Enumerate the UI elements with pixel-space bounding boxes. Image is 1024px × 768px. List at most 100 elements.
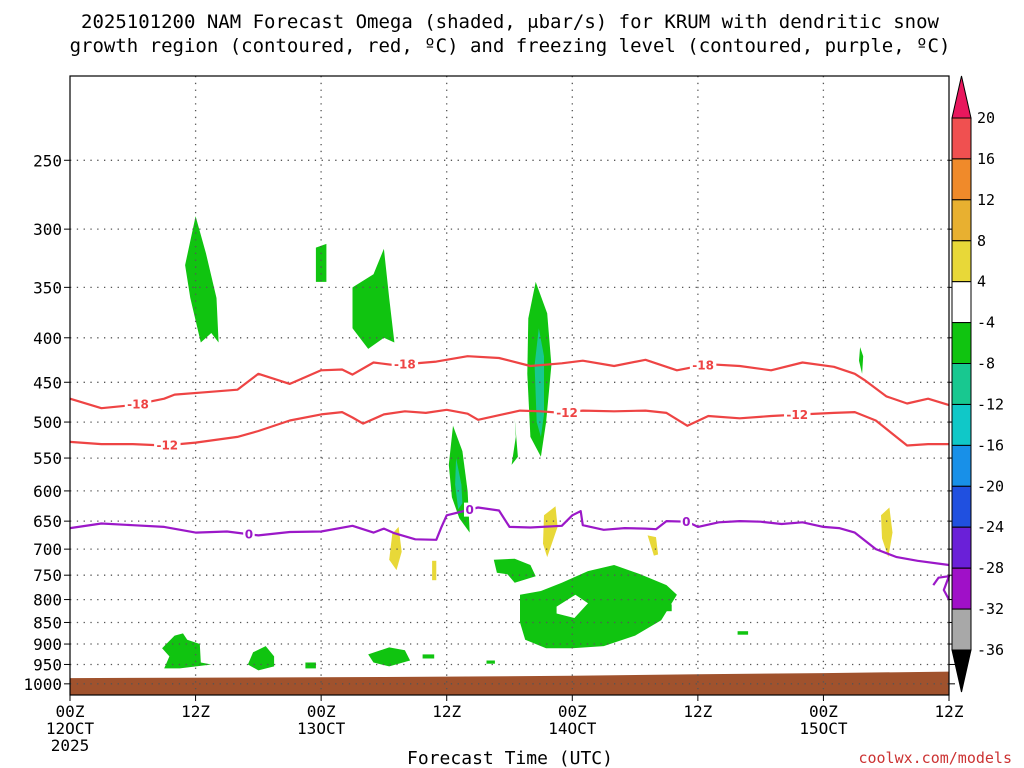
contour-label-bg [243, 527, 255, 542]
x-tick-label: 2025 [51, 736, 90, 755]
x-tick-label: 00Z [809, 702, 838, 721]
omega-region-10 [162, 633, 212, 669]
x-tick-label: 15OCT [799, 719, 848, 738]
y-tick-label: 600 [33, 482, 62, 501]
colorbar-band-5 [951, 322, 972, 365]
colorbar-top-arrow [951, 75, 972, 119]
colorbar-bottom-arrow [951, 649, 972, 693]
x-tick-label: 12Z [432, 702, 461, 721]
plot-frame [69, 75, 950, 696]
colorbar-band-3 [951, 240, 972, 283]
y-tick-label: 900 [33, 635, 62, 654]
colorbar-band-10 [951, 526, 972, 569]
x-axis-label: Forecast Time (UTC) [407, 748, 613, 768]
omega-region-5 [511, 418, 518, 465]
colorbar-label: -36 [977, 641, 1004, 659]
y-tick-label: 800 [33, 591, 62, 610]
colorbar-band-0 [951, 117, 972, 160]
colorbar-label: -16 [977, 436, 1004, 454]
colorbar-label: 16 [977, 150, 995, 168]
contour-label-bg [689, 358, 717, 373]
omega-region-12 [368, 647, 411, 667]
contour-label: -12 [156, 439, 178, 453]
grid-lines [70, 76, 949, 695]
y-tick-label: 300 [33, 220, 62, 239]
colorbar: 20 16 12 8 4 -4 -8 -12 -16 -20 -24 -28 -32 -36 [951, 75, 1004, 693]
y-tick-label: 750 [33, 566, 62, 585]
y-tick-label: 650 [33, 512, 62, 531]
colorbar-band-2 [951, 199, 972, 242]
x-tick-label: 00Z [56, 702, 85, 721]
y-tick-label: 350 [33, 278, 62, 297]
y-tick-label: 450 [33, 373, 62, 392]
omega-region-22 [647, 535, 659, 556]
colorbar-label: 8 [977, 232, 986, 250]
colorbar-band-1 [951, 158, 972, 201]
x-tick-label: 14OCT [548, 719, 597, 738]
omega-region-16 [422, 654, 435, 659]
colorbar-label: 12 [977, 191, 995, 209]
contour-label: 0 [245, 528, 253, 542]
contour-label-bg [784, 407, 811, 422]
y-tick-label: 400 [33, 329, 62, 348]
omega-region-23 [881, 507, 893, 558]
colorbar-label: -20 [977, 477, 1004, 495]
chart-title-line-1: 2025101200 NAM Forecast Omega (shaded, μ… [81, 11, 939, 33]
colorbar-label: 4 [977, 273, 986, 291]
omega-region-14 [661, 604, 672, 612]
contour-label: -18 [127, 398, 149, 412]
omega-region-17 [486, 660, 495, 664]
ground-surface [70, 671, 949, 695]
omega-region-13 [859, 347, 864, 374]
colorbar-band-4 [951, 281, 972, 324]
contour-label-bg [391, 357, 419, 372]
colorbar-band-7 [951, 404, 972, 446]
omega-region-20 [432, 560, 437, 581]
omega-region-15 [305, 662, 316, 669]
y-tick-label: 1000 [23, 675, 62, 694]
contour-line-2 [69, 506, 950, 567]
plot-area: -18 -18 -18 -12 -12 -12 0 0 0 [69, 75, 951, 696]
omega-region-0 [185, 216, 219, 343]
x-tick-label: 12Z [683, 702, 712, 721]
colorbar-label: -28 [977, 559, 1004, 577]
colorbar-label: -24 [977, 518, 1004, 536]
x-tick-label: 13OCT [297, 719, 346, 738]
y-tick-label: 700 [33, 540, 62, 559]
y-tick-label: 550 [33, 449, 62, 468]
contour-label: -12 [556, 406, 578, 420]
contour-line-3 [932, 575, 951, 601]
omega-region-21 [543, 506, 558, 558]
credit-text: coolwx.com/models [858, 749, 1012, 767]
chart-title: 2025101200 NAM Forecast Omega (shaded, μ… [70, 11, 951, 57]
omega-region-11 [247, 646, 275, 671]
x-tick-label: 12OCT [46, 719, 95, 738]
chart-title-line-2: growth region (contoured, red, ºC) and f… [70, 35, 951, 57]
y-tick-label: 850 [33, 613, 62, 632]
y-axis: 250 300 350 400 450 500 550 600 650 700 750 800 850 9… [23, 151, 955, 694]
contour-label-bg [463, 502, 476, 517]
x-tick-label: 12Z [181, 702, 210, 721]
omega-region-8 [493, 558, 536, 583]
contour-label: 0 [682, 515, 690, 529]
x-tick-label: 12Z [935, 702, 964, 721]
colorbar-band-6 [951, 363, 972, 405]
contour-label-bg [680, 514, 693, 529]
colorbar-label: -4 [977, 314, 995, 332]
contour-label: -18 [394, 358, 416, 372]
y-tick-label: 950 [33, 655, 62, 674]
colorbar-band-12 [951, 608, 972, 651]
omega-shading [162, 216, 893, 671]
omega-region-1 [315, 243, 327, 282]
y-tick-label: 500 [33, 413, 62, 432]
colorbar-band-9 [951, 485, 972, 528]
omega-region-2 [352, 248, 395, 349]
colorbar-label: -12 [977, 396, 1004, 414]
ground-layer [70, 671, 949, 695]
contour-label-bg [154, 438, 181, 453]
contour-label: -12 [786, 408, 808, 422]
contour-label-bg [553, 405, 581, 420]
colorbar-label: -8 [977, 355, 995, 373]
colorbar-band-11 [951, 567, 972, 610]
